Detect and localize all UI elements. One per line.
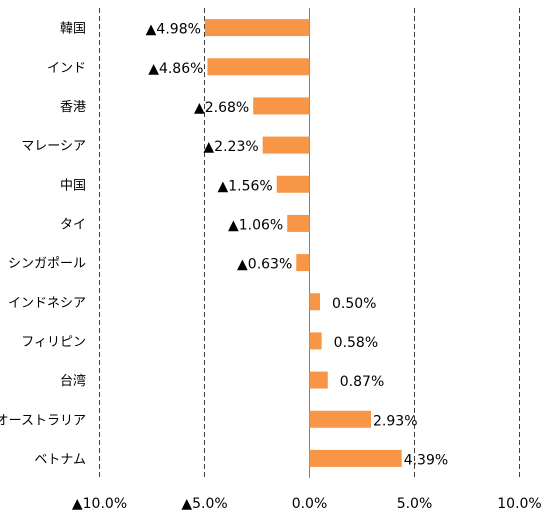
bar-11 (309, 449, 402, 467)
grid-lines (99, 8, 520, 478)
x-tick-label-0: ▲10.0% (72, 496, 127, 512)
x-tick-label-2: 0.0% (292, 496, 328, 512)
category-labels: 韓国インド香港マレーシア中国タイシンガポールインドネシアフィリピン台湾オーストラ… (0, 22, 86, 468)
value-label-7: 0.50% (332, 296, 376, 312)
x-tick-label-4: 10.0% (497, 496, 541, 512)
category-label-0: 韓国 (60, 22, 86, 37)
bar-8 (309, 332, 322, 350)
category-label-7: インドネシア (8, 296, 86, 311)
category-label-8: フィリピン (21, 335, 86, 350)
bar-4 (276, 175, 310, 193)
bar-10 (309, 410, 372, 428)
value-label-0: ▲4.98% (146, 22, 201, 38)
value-label-6: ▲0.63% (237, 257, 292, 273)
bar-7 (309, 293, 320, 311)
category-label-9: 台湾 (60, 373, 86, 389)
value-labels: ▲4.98% ▲4.86% ▲2.68% ▲2.23% ▲1.56% ▲1.06% ▲0.6… (146, 22, 449, 469)
bars (204, 19, 402, 467)
bar-2 (253, 97, 310, 115)
category-label-6: シンガポール (8, 257, 86, 272)
bar-0 (204, 19, 310, 37)
bar-5 (287, 214, 310, 232)
x-tick-label-1: ▲5.0% (181, 496, 227, 512)
bar-9 (309, 371, 328, 389)
bar-6 (296, 254, 310, 272)
value-label-11: 4.39% (404, 452, 448, 468)
value-label-10: 2.93% (373, 413, 417, 429)
x-tick-label-3: 5.0% (397, 496, 433, 512)
value-label-4: ▲1.56% (217, 178, 272, 194)
value-label-3: ▲2.23% (203, 139, 258, 155)
category-label-3: マレーシア (21, 139, 86, 154)
category-label-4: 中国 (60, 178, 86, 193)
value-label-2: ▲2.68% (194, 100, 249, 116)
category-label-5: タイ (60, 217, 86, 232)
category-label-2: 香港 (60, 100, 86, 115)
value-label-8: 0.58% (334, 335, 378, 351)
value-label-5: ▲1.06% (228, 217, 283, 233)
x-tick-labels: ▲10.0% ▲5.0% 0.0% 5.0% 10.0% (72, 496, 542, 512)
bar-3 (262, 136, 310, 154)
bar-1 (207, 58, 310, 76)
category-label-11: ベトナム (34, 452, 86, 467)
category-label-1: インド (47, 61, 86, 76)
category-label-10: オーストラリア (0, 413, 86, 428)
value-label-1: ▲4.86% (148, 61, 203, 77)
value-label-9: 0.87% (340, 374, 384, 390)
